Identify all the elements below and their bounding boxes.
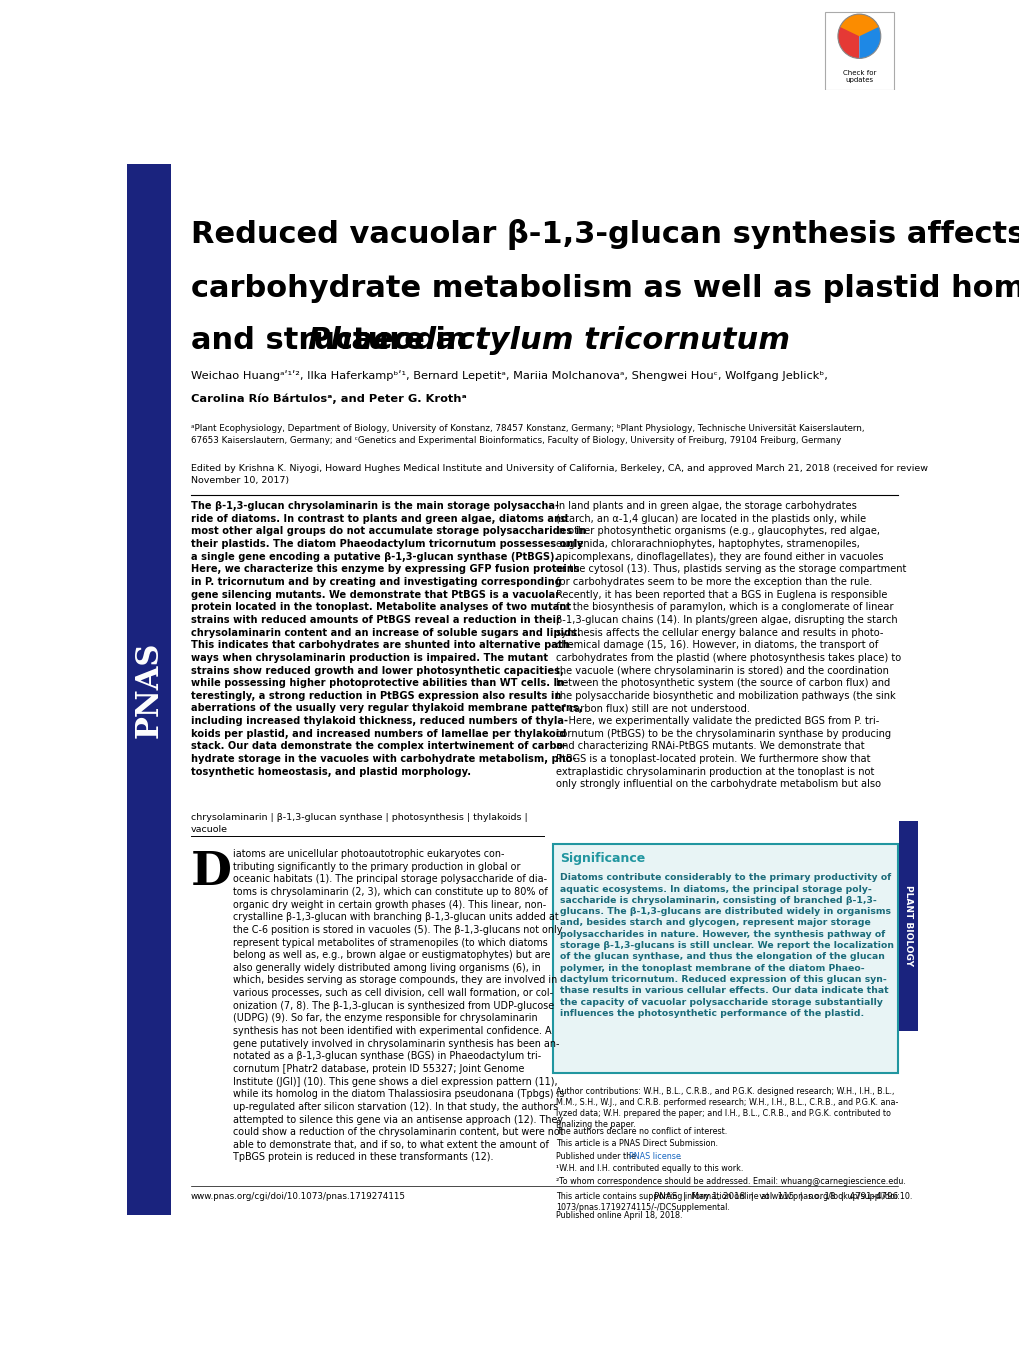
- Text: Published online April 18, 2018.: Published online April 18, 2018.: [555, 1211, 682, 1220]
- Text: Weichao Huangᵃʹ¹ʹ², Ilka Haferkampᵇʹ¹, Bernard Lepetitᵃ, Mariia Molchanovaᵃ, She: Weichao Huangᵃʹ¹ʹ², Ilka Haferkampᵇʹ¹, B…: [191, 370, 826, 381]
- Text: Downloaded by guest on September 27, 2021: Downloaded by guest on September 27, 202…: [130, 946, 137, 1106]
- Text: The authors declare no conflict of interest.: The authors declare no conflict of inter…: [555, 1126, 727, 1136]
- Text: chrysolaminarin | β-1,3-glucan synthase | photosynthesis | thylakoids |
vacuole: chrysolaminarin | β-1,3-glucan synthase …: [191, 814, 527, 834]
- Text: PNAS  |  May 1, 2018  |  vol. 115  |  no. 18  |  4791–4796: PNAS | May 1, 2018 | vol. 115 | no. 18 |…: [653, 1192, 898, 1201]
- Wedge shape: [839, 14, 878, 37]
- Text: Edited by Krishna K. Niyogi, Howard Hughes Medical Institute and University of C: Edited by Krishna K. Niyogi, Howard Hugh…: [191, 464, 927, 485]
- Text: .: .: [678, 1152, 681, 1160]
- Text: In land plants and in green algae, the storage carbohydrates
(starch, an α-1,4 g: In land plants and in green algae, the s…: [555, 501, 906, 789]
- Text: PNAS: PNAS: [133, 642, 164, 737]
- Text: Published under the: Published under the: [555, 1152, 638, 1160]
- Text: www.pnas.org/cgi/doi/10.1073/pnas.1719274115: www.pnas.org/cgi/doi/10.1073/pnas.171927…: [191, 1192, 406, 1201]
- Text: Phaeodactylum tricornutum: Phaeodactylum tricornutum: [308, 326, 789, 355]
- Text: This article contains supporting information online at www.pnas.org/lookup/suppl: This article contains supporting informa…: [555, 1192, 911, 1212]
- Wedge shape: [859, 14, 880, 59]
- Text: Author contributions: W.H., B.L., C.R.B., and P.G.K. designed research; W.H., I.: Author contributions: W.H., B.L., C.R.B.…: [555, 1087, 898, 1129]
- FancyBboxPatch shape: [552, 844, 898, 1073]
- Text: ᵃPlant Ecophysiology, Department of Biology, University of Konstanz, 78457 Konst: ᵃPlant Ecophysiology, Department of Biol…: [191, 425, 863, 445]
- Text: ¹W.H. and I.H. contributed equally to this work.: ¹W.H. and I.H. contributed equally to th…: [555, 1164, 743, 1174]
- Text: Reduced vacuolar β-1,3-glucan synthesis affects: Reduced vacuolar β-1,3-glucan synthesis …: [191, 218, 1019, 250]
- FancyBboxPatch shape: [824, 12, 893, 90]
- Text: Carolina Río Bártulosᵃ, and Peter G. Krothᵃ: Carolina Río Bártulosᵃ, and Peter G. Kro…: [191, 394, 466, 404]
- Text: PLANT BIOLOGY: PLANT BIOLOGY: [903, 886, 912, 966]
- Text: This article is a PNAS Direct Submission.: This article is a PNAS Direct Submission…: [555, 1140, 717, 1148]
- Text: Significance: Significance: [559, 852, 645, 865]
- Text: carbohydrate metabolism as well as plastid homeostasis: carbohydrate metabolism as well as plast…: [191, 273, 1019, 303]
- Bar: [127, 164, 171, 1215]
- Bar: [898, 820, 917, 1031]
- Text: Diatoms contribute considerably to the primary productivity of
aquatic ecosystem: Diatoms contribute considerably to the p…: [559, 874, 893, 1018]
- Text: ²To whom correspondence should be addressed. Email: whuang@carnegiescience.edu.: ²To whom correspondence should be addres…: [555, 1177, 905, 1186]
- Text: iatoms are unicellular photoautotrophic eukaryotes con-
tributing significantly : iatoms are unicellular photoautotrophic …: [233, 849, 565, 1163]
- Text: Check for
updates: Check for updates: [842, 70, 875, 83]
- Text: PNAS license: PNAS license: [628, 1152, 680, 1160]
- Text: The β-1,3-glucan chrysolaminarin is the main storage polysaccha-
ride of diatoms: The β-1,3-glucan chrysolaminarin is the …: [191, 501, 586, 777]
- Wedge shape: [838, 14, 859, 59]
- Text: and structure in: and structure in: [191, 326, 478, 355]
- Text: D: D: [191, 849, 231, 895]
